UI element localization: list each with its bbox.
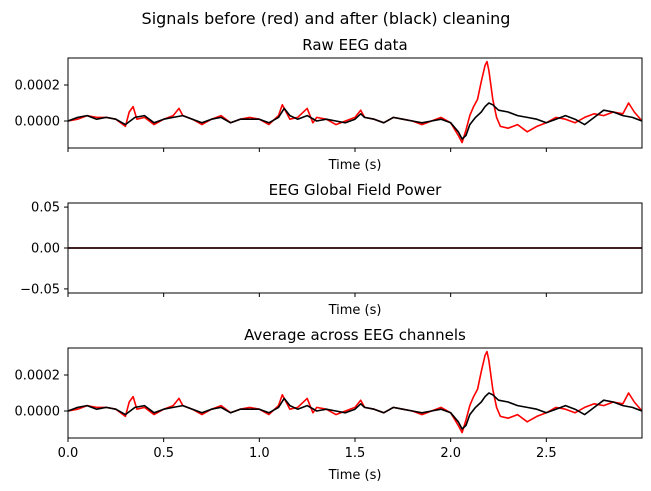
y-tick-label: 0.0000 <box>15 115 61 130</box>
x-tick-label: 0.5 <box>153 446 174 461</box>
x-tick-label: 0.0 <box>58 446 79 461</box>
y-tick-label: 0.05 <box>31 201 60 216</box>
plot-area: 0.0000 0.0002 0.0 0.5 1.0 1.5 2.0 2.5 <box>15 347 643 461</box>
x-tick-label: 1.5 <box>345 446 366 461</box>
subplot-title: Average across EEG channels <box>244 326 466 344</box>
y-tick-label: 0.0002 <box>15 369 61 384</box>
x-tick-label: 2.5 <box>536 446 557 461</box>
x-tick-label: 1.0 <box>249 446 270 461</box>
x-axis-label: Time (s) <box>328 158 382 173</box>
figure-title: Signals before (red) and after (black) c… <box>142 9 511 28</box>
subplot-title: Raw EEG data <box>302 36 407 54</box>
x-axis-label: Time (s) <box>328 303 382 318</box>
plot-area: −0.05 0.00 0.05 <box>20 201 643 297</box>
x-tick-label: 2.0 <box>440 446 461 461</box>
series-group <box>68 350 642 434</box>
plot-area: 0.0000 0.0002 <box>15 57 643 152</box>
series-group <box>68 60 642 144</box>
y-tick-label: 0.0002 <box>15 79 61 94</box>
y-tick-label: 0.00 <box>31 242 60 257</box>
series-line-after <box>68 102 642 140</box>
subplot-raw-eeg: Raw EEG data 0.0000 0.0002 Time (s) <box>15 36 643 173</box>
x-axis-label: Time (s) <box>328 468 382 483</box>
y-tick-label: −0.05 <box>20 282 60 297</box>
y-tick-label: 0.0000 <box>15 405 61 420</box>
subplot-average-eeg: Average across EEG channels 0.0000 0.0002… <box>15 326 643 483</box>
series-line-after <box>68 392 642 430</box>
subplot-global-field-power: EEG Global Field Power −0.05 0.00 0.05 Tim… <box>20 181 643 318</box>
subplot-title: EEG Global Field Power <box>269 181 443 199</box>
